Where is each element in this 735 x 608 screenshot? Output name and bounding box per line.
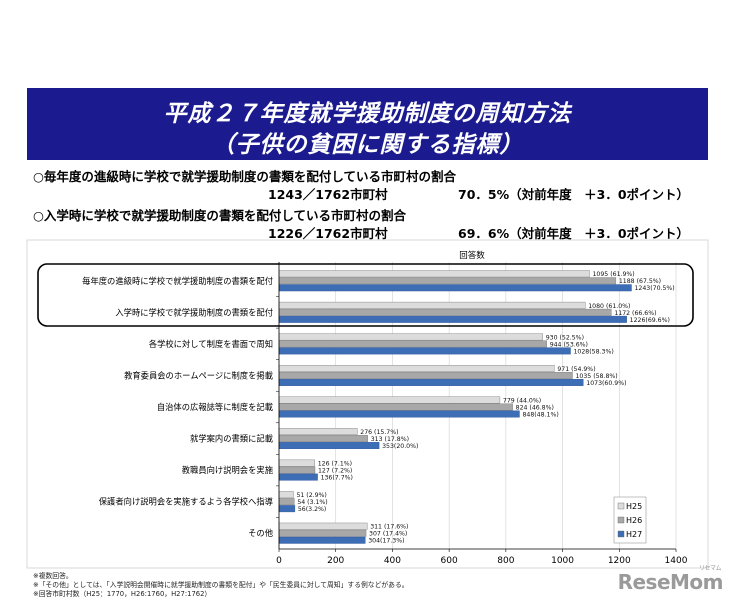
logo-subtext: リセマム xyxy=(698,565,722,572)
x-tick-label: 1200 xyxy=(608,556,631,566)
bar-h26 xyxy=(278,466,316,474)
category-label: 教育委員会のホームページに制度を掲載 xyxy=(124,370,273,380)
note-1: ※複数回答。 xyxy=(33,572,73,580)
x-tick-label: 0 xyxy=(276,556,282,566)
data-label-h27: 1073(60.9%) xyxy=(586,380,626,387)
data-label-h26: 313 (17.8%) xyxy=(371,436,409,443)
data-label-h25: 276 (15.7%) xyxy=(360,429,398,436)
summary-2-rate: 69．6%（対前年度 ＋3．0ポイント） xyxy=(458,226,690,241)
bar-h26 xyxy=(278,529,367,537)
bar-h25 xyxy=(278,522,368,530)
data-label-h27: 1226(69.6%) xyxy=(630,317,670,324)
category-label: 保護者向け説明会を実施するよう各学校へ指導 xyxy=(99,497,273,507)
legend-label-h26: H26 xyxy=(626,516,642,525)
logo-text: ReseMom xyxy=(617,570,724,594)
data-label-h25: 1095 (61.9%) xyxy=(593,271,635,278)
bar-h27 xyxy=(278,284,632,292)
chart-frame xyxy=(26,239,709,569)
bar-h26 xyxy=(278,371,573,379)
data-label-h27: 848(48.1%) xyxy=(522,411,558,418)
data-label-h27: 136(7.7%) xyxy=(321,475,353,482)
data-label-h25: 779 (44.0%) xyxy=(503,397,541,404)
bar-h27 xyxy=(278,442,380,450)
summary-1-count: 1243／1762市町村 xyxy=(268,187,388,202)
data-label-h25: 971 (54.9%) xyxy=(557,366,595,373)
category-label: 毎年度の進級時に学校で就学援助制度の書類を配付 xyxy=(82,276,273,286)
x-tick-label: 200 xyxy=(327,556,344,566)
data-label-h25: 1080 (61.0%) xyxy=(588,303,630,310)
chart-title: 回答数 xyxy=(459,250,485,261)
bar-h25 xyxy=(278,364,555,372)
legend-label-h25: H25 xyxy=(626,502,642,511)
category-label: 入学時に学校で就学援助制度の書類を配付 xyxy=(115,307,273,317)
summary-1-rate: 70．5%（対前年度 ＋3．0ポイント） xyxy=(458,187,690,202)
bar-h25 xyxy=(278,428,358,436)
banner-subtitle: （子供の貧困に関する指標） xyxy=(211,132,524,158)
data-label-h26: 307 (17.4%) xyxy=(369,531,407,538)
x-tick-label: 800 xyxy=(497,556,514,566)
category-label: 各学校に対して制度を書面で周知 xyxy=(149,339,273,349)
data-label-h26: 944 (53.6%) xyxy=(550,341,588,348)
title-banner: 平成２７年度就学援助制度の周知方法 （子供の貧困に関する指標） xyxy=(27,88,708,160)
banner-title: 平成２７年度就学援助制度の周知方法 xyxy=(163,101,572,127)
resemom-logo: リセマム ReseMom xyxy=(617,565,724,594)
data-label-h27: 353(20.0%) xyxy=(382,443,418,450)
category-label: その他 xyxy=(248,528,273,538)
bar-h26 xyxy=(278,340,547,348)
x-tick-label: 600 xyxy=(441,556,458,566)
data-label-h27: 304(17.3%) xyxy=(368,538,404,545)
bar-h26 xyxy=(278,403,513,411)
legend-swatch-h27 xyxy=(617,530,625,538)
legend-label-h27: H27 xyxy=(626,530,642,539)
data-label-h27: 1243(70.5%) xyxy=(634,285,674,292)
data-label-h25: 311 (17.6%) xyxy=(370,524,408,531)
bar-h27 xyxy=(278,378,584,386)
bar-h26 xyxy=(278,435,368,443)
data-label-h27: 1028(58.3%) xyxy=(574,348,614,355)
bar-h27 xyxy=(278,347,571,355)
bar-h25 xyxy=(278,459,315,467)
data-label-h27: 56(3.2%) xyxy=(298,506,326,513)
legend-swatch-h26 xyxy=(617,516,625,524)
bar-h27 xyxy=(278,410,520,418)
bar-h26 xyxy=(278,277,617,285)
bar-h26 xyxy=(278,498,295,506)
bar-h25 xyxy=(278,491,294,499)
x-tick-label: 1400 xyxy=(665,556,688,566)
bar-h27 xyxy=(278,536,366,544)
category-label: 自治体の広報誌等に制度を記載 xyxy=(157,402,273,412)
summary-2-count: 1226／1762市町村 xyxy=(268,226,388,241)
summary-2-label: ○入学時に学校で就学援助制度の書類を配付している市町村の割合 xyxy=(33,208,407,223)
data-label-h25: 126 (7.1%) xyxy=(318,461,352,468)
bar-h25 xyxy=(278,301,586,309)
note-3: ※回答市町村数（H25：1770，H26:1760，H27:1762） xyxy=(33,590,212,598)
data-label-h26: 1188 (67.5%) xyxy=(619,278,661,285)
highlight-box xyxy=(37,263,694,327)
legend-swatch-h25 xyxy=(617,502,625,510)
data-label-h26: 54 (3.1%) xyxy=(297,499,327,506)
bar-h26 xyxy=(278,308,612,316)
note-2: ※「その他」としては、「入学説明会開催時に就学援助制度の書類を配付」や「民生委員… xyxy=(33,581,409,589)
bar-h27 xyxy=(278,505,296,513)
category-label: 教職員向け説明会を実施 xyxy=(182,465,273,475)
x-tick-label: 1000 xyxy=(551,556,574,566)
category-label: 就学案内の書類に記載 xyxy=(190,434,273,444)
summary-1-label: ○毎年度の進級時に学校で就学援助制度の書類を配付している市町村の割合 xyxy=(33,169,457,184)
x-tick-label: 400 xyxy=(384,556,401,566)
bar-h27 xyxy=(278,473,318,481)
data-label-h26: 824 (46.8%) xyxy=(516,404,554,411)
data-label-h26: 1035 (58.8%) xyxy=(575,373,617,380)
data-label-h26: 1172 (66.6%) xyxy=(614,310,656,317)
bar-h25 xyxy=(278,270,590,278)
bar-h25 xyxy=(278,333,543,341)
bar-h25 xyxy=(278,396,501,404)
data-label-h26: 127 (7.2%) xyxy=(318,468,352,475)
bar-h27 xyxy=(278,315,627,323)
data-label-h25: 930 (52.5%) xyxy=(546,334,584,341)
data-label-h25: 51 (2.9%) xyxy=(296,492,326,499)
